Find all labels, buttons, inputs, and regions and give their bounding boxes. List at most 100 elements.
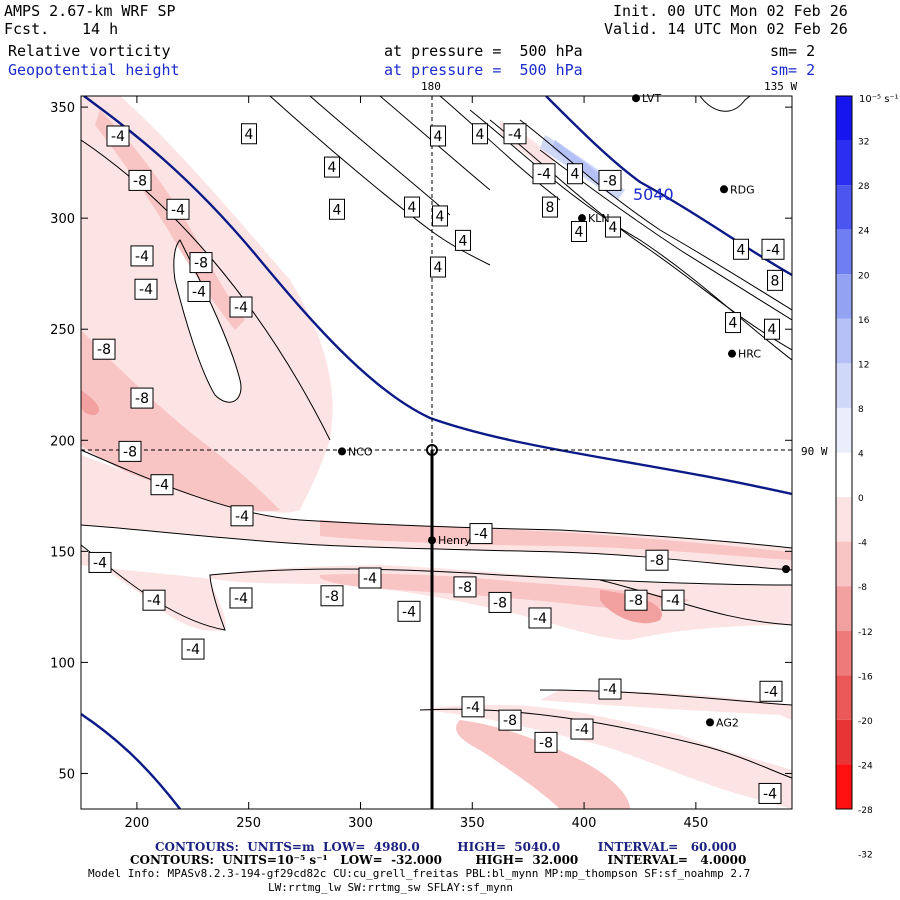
vorticity-contour-label: 4: [571, 220, 587, 242]
vorticity-contour-label: -8: [130, 387, 154, 409]
svg-text:-8: -8: [97, 342, 111, 358]
colorbar-swatch: [836, 497, 852, 542]
colorbar-swatch: [836, 363, 852, 408]
vorticity-contour-label: -4: [570, 718, 594, 740]
colorbar-level-label: 0: [858, 494, 864, 504]
svg-text:-8: -8: [133, 173, 147, 189]
station-name: AG2: [716, 716, 739, 729]
svg-text:-4: -4: [186, 642, 200, 658]
station-name: NCO: [348, 445, 373, 458]
height-contour-label: 5040: [633, 185, 674, 204]
colorbar-swatch: [836, 229, 852, 275]
vorticity-contour-label: 4: [430, 125, 446, 147]
colorbar-level-label: 4: [858, 450, 864, 460]
colorbar-frame: [835, 95, 853, 810]
vorticity-contour-label: -4: [187, 280, 211, 302]
colorbar-swatch: [836, 675, 852, 720]
y-tick-label: 300: [50, 212, 75, 227]
colorbar-level-label: 16: [858, 316, 870, 326]
svg-text:-4: -4: [139, 282, 153, 298]
vorticity-contour-label: 4: [605, 216, 621, 238]
svg-text:-8: -8: [503, 713, 517, 729]
colorbar-swatch: [836, 407, 852, 453]
svg-text:4: 4: [571, 167, 580, 183]
svg-text:-4: -4: [147, 593, 161, 609]
station-marker: KLN: [578, 212, 610, 225]
colorbar-swatch: [836, 318, 852, 364]
colorbar-level-label: 28: [858, 182, 870, 192]
vorticity-contour-label: 4: [430, 256, 446, 278]
svg-text:4: 4: [333, 202, 342, 218]
negative-vorticity-shading: [81, 96, 792, 809]
station-name: HRC: [738, 348, 761, 361]
svg-text:-4: -4: [533, 611, 547, 627]
svg-text:4: 4: [245, 127, 254, 143]
colorbar-swatch: [836, 96, 852, 141]
station-name: RDG: [730, 183, 755, 196]
field1-smoothing: sm= 2: [770, 42, 816, 60]
svg-text:-4: -4: [171, 202, 185, 218]
colorbar-swatch: [836, 630, 852, 676]
x-tick-label: 300: [348, 816, 373, 831]
vorticity-contour-label: -4: [230, 505, 254, 527]
vorticity-contour-label: -4: [229, 296, 253, 318]
colorbar-level-label: -24: [858, 761, 873, 771]
svg-text:-8: -8: [650, 553, 664, 569]
footer-vorticity-contours: CONTOURS: UNITS=10⁻⁵ s⁻¹ LOW= -32.000 HI…: [130, 853, 747, 867]
svg-text:-8: -8: [539, 735, 553, 751]
vorticity-contour-label: -4: [661, 589, 685, 611]
x-tick-label: 350: [460, 816, 485, 831]
svg-text:-4: -4: [111, 129, 125, 145]
svg-text:-4: -4: [234, 591, 248, 607]
svg-text:-4: -4: [766, 242, 780, 258]
vorticity-contour-label: -4: [759, 680, 783, 702]
colorbar-swatch: [836, 274, 852, 319]
svg-text:-4: -4: [666, 593, 680, 609]
coastline: [699, 96, 751, 112]
svg-text:8: 8: [771, 273, 780, 289]
svg-text:-4: -4: [537, 167, 551, 183]
svg-text:-4: -4: [603, 682, 617, 698]
svg-text:-4: -4: [508, 127, 522, 143]
y-tick-label: 250: [50, 323, 75, 338]
colorbar-swatch: [836, 586, 852, 631]
svg-text:4: 4: [408, 200, 417, 216]
colorbar-swatch: [836, 452, 852, 498]
colorbar-level-label: 32: [858, 138, 869, 148]
vorticity-contour-label: -8: [645, 549, 669, 571]
x-tick-label: 200: [124, 816, 149, 831]
svg-text:-4: -4: [93, 555, 107, 571]
svg-text:4: 4: [609, 220, 618, 236]
vorticity-contour-label: 4: [432, 205, 448, 227]
colorbar-level-label: -32: [858, 851, 873, 861]
svg-text:-4: -4: [363, 571, 377, 587]
x-tick-label: 250: [236, 816, 261, 831]
svg-text:-8: -8: [493, 595, 507, 611]
vorticity-contour-label: -4: [106, 125, 130, 147]
vorticity-contour-label: -4: [532, 163, 556, 185]
contour-labels: -4 -8 -4 -4 -8 -4 -4 -4 -8 -8 -8 -4 -4 -4 -4 -4 -8 -4 -4 -8…: [88, 123, 785, 804]
colorbar-units: 10⁻⁵ s⁻¹: [859, 94, 899, 105]
station-name: LVT: [642, 92, 661, 105]
field2-level: at pressure = 500 hPa: [384, 61, 583, 79]
plot-frame: [80, 95, 793, 810]
vorticity-contour-label: -8: [320, 585, 344, 607]
svg-text:4: 4: [434, 129, 443, 145]
vorticity-contour-label: 4: [725, 312, 741, 334]
vorticity-contour-label: 4: [567, 163, 583, 185]
svg-text:-4: -4: [466, 700, 480, 716]
vorticity-contour-label: -8: [624, 589, 648, 611]
stations: LVT RDG KLN HRC NCO Henry AG2: [338, 92, 790, 729]
colorbar-level-label: -20: [858, 717, 873, 727]
valid-time: Valid. 14 UTC Mon 02 Feb 26: [604, 20, 848, 38]
colorbar-swatch: [836, 764, 852, 809]
svg-text:8: 8: [546, 200, 555, 216]
svg-text:-8: -8: [123, 444, 137, 460]
vorticity-contour-label: -4: [88, 551, 112, 573]
vorticity-contour-label: -4: [598, 678, 622, 700]
vorticity-contour-label: -4: [130, 245, 154, 267]
vorticity-contour-label: -4: [134, 278, 158, 300]
vorticity-contour-label: -4: [528, 607, 552, 629]
y-tick-label: 200: [50, 434, 75, 449]
